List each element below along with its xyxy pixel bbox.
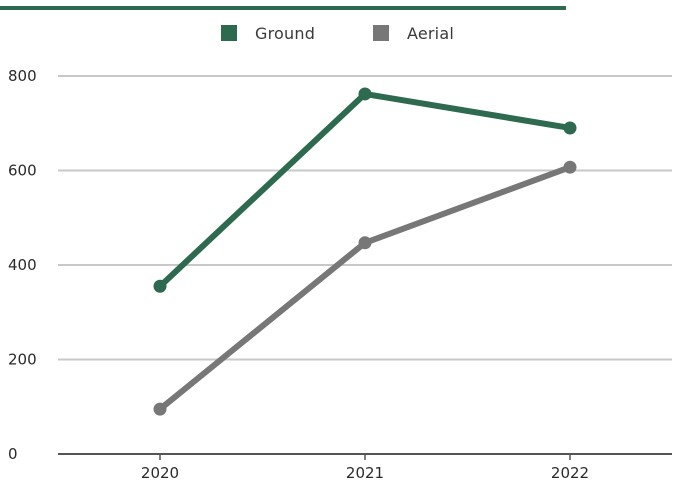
y-tick-label-200: 200 — [8, 351, 37, 369]
data-point-aerial-2020 — [153, 402, 167, 416]
y-tick-label-400: 400 — [8, 256, 37, 274]
data-point-aerial-2022 — [563, 160, 577, 174]
y-tick-label-600: 600 — [8, 162, 37, 180]
legend-label-aerial: Aerial — [407, 23, 454, 43]
data-point-ground-2020 — [153, 279, 167, 293]
legend-item-ground[interactable]: Ground — [221, 22, 315, 44]
x-tick-label-2020: 2020 — [141, 464, 179, 480]
y-tick-label-0: 0 — [8, 445, 18, 463]
data-point-ground-2022 — [563, 121, 577, 135]
legend-item-aerial[interactable]: Aerial — [373, 22, 454, 44]
series-line-aerial — [157, 164, 573, 413]
data-point-ground-2021 — [358, 87, 372, 101]
legend-swatch-ground — [221, 25, 237, 41]
x-tick-label-2021: 2021 — [346, 464, 384, 480]
data-point-aerial-2021 — [358, 236, 372, 250]
legend: Ground Aerial — [0, 22, 679, 44]
x-tick-label-2022: 2022 — [551, 464, 589, 480]
y-tick-label-800: 800 — [8, 67, 37, 85]
legend-label-ground: Ground — [255, 23, 316, 43]
top-accent-rule — [0, 6, 566, 10]
legend-swatch-aerial — [373, 25, 389, 41]
